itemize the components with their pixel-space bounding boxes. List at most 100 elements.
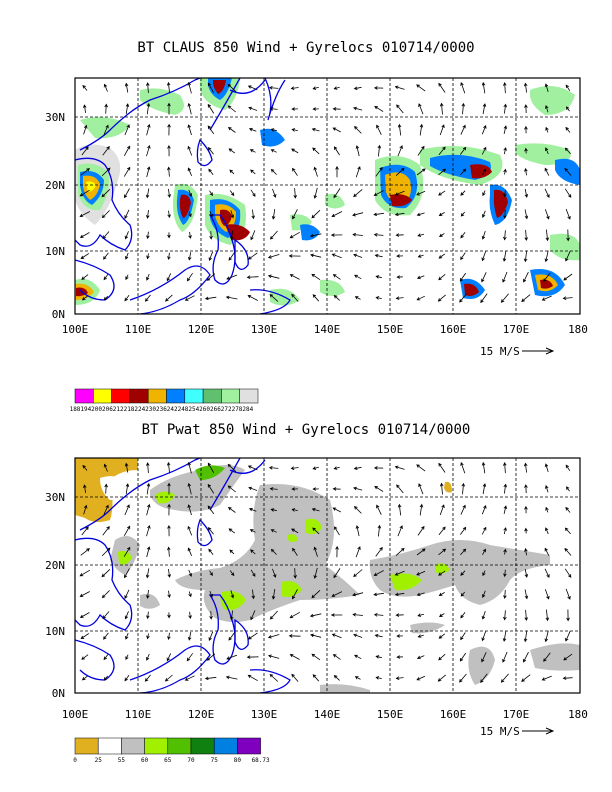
wind-arrow — [146, 253, 150, 260]
wind-arrow — [81, 274, 89, 280]
wind-arrow — [309, 233, 322, 238]
colorbar-swatch — [74, 388, 94, 404]
wind-arrow — [79, 232, 90, 238]
wind-arrow — [396, 104, 404, 114]
panel1-lat-0n: 0N — [52, 308, 65, 321]
wind-arrow — [397, 525, 403, 537]
wind-arrow — [101, 210, 110, 219]
wind-arrow — [228, 148, 236, 154]
wind-arrow — [461, 482, 466, 495]
panel2-vector-label: 15 M/S — [480, 725, 520, 738]
panel1-lon-170e: 170E — [503, 323, 530, 336]
wind-arrow — [267, 254, 280, 259]
wind-arrow — [503, 189, 507, 198]
wind-arrow — [312, 86, 319, 90]
wind-arrow — [269, 294, 279, 302]
colorbar-swatch — [184, 388, 204, 404]
wind-arrow — [376, 504, 382, 515]
wind-arrow — [311, 273, 321, 281]
wind-arrow — [103, 295, 108, 301]
wind-arrow — [103, 504, 109, 515]
wind-arrow — [354, 676, 361, 680]
colorbar-label: 70 — [187, 757, 195, 764]
wind-arrow — [331, 633, 342, 639]
wind-arrow — [146, 503, 151, 516]
wind-arrow — [333, 188, 341, 199]
wind-arrow — [352, 592, 364, 597]
wind-arrow — [125, 483, 130, 495]
wind-arrow — [146, 546, 151, 558]
wind-arrow — [481, 652, 487, 663]
wind-arrow — [184, 675, 195, 681]
wind-arrow — [269, 610, 278, 620]
wind-arrow — [482, 483, 487, 495]
wind-arrow — [438, 653, 446, 661]
wind-arrow — [374, 634, 383, 638]
wind-arrow — [565, 506, 571, 513]
wind-arrow — [330, 233, 343, 237]
wind-arrow — [331, 211, 343, 217]
wind-arrow — [250, 569, 256, 577]
wind-arrow — [229, 169, 235, 175]
wind-arrow — [481, 251, 486, 262]
wind-arrow — [125, 632, 129, 640]
wind-arrow — [394, 212, 405, 217]
wind-arrow — [461, 102, 466, 115]
wind-arrow — [146, 633, 150, 640]
wind-arrow — [503, 483, 508, 494]
colorbar-swatch — [166, 388, 186, 404]
wind-arrow — [503, 125, 508, 134]
wind-arrow — [438, 526, 446, 536]
wind-arrow — [544, 630, 549, 643]
wind-arrow — [208, 631, 214, 641]
wind-arrow — [562, 676, 573, 680]
panel2-lat-10n: 10N — [45, 625, 65, 638]
wind-arrow — [460, 252, 466, 261]
wind-arrow — [482, 590, 486, 598]
wind-arrow — [146, 611, 150, 620]
panel1-lon-130e: 130E — [251, 323, 278, 336]
wind-arrow — [481, 461, 486, 474]
wind-arrow — [417, 634, 424, 638]
wind-arrow — [146, 653, 150, 661]
wind-arrow — [250, 169, 256, 175]
colorbar-swatch — [190, 737, 215, 755]
wind-arrow — [246, 275, 259, 279]
wind-arrow — [460, 504, 466, 515]
wind-arrow — [394, 465, 405, 470]
wind-arrow — [228, 251, 236, 261]
wind-arrow — [566, 486, 570, 492]
panel1-lat-20n: 20N — [45, 179, 65, 192]
wind-arrow — [146, 462, 150, 474]
wind-arrow — [437, 294, 446, 302]
wind-arrow — [563, 653, 573, 661]
panel2-lat-0n: 0N — [52, 687, 65, 700]
wind-arrow — [248, 106, 258, 111]
wind-arrow — [333, 568, 341, 579]
wind-arrow — [291, 673, 299, 682]
wind-arrow — [226, 654, 238, 660]
wind-arrow — [167, 232, 171, 239]
wind-arrow — [564, 568, 572, 578]
wind-arrow — [355, 145, 360, 157]
wind-arrow — [565, 126, 571, 133]
wind-arrow — [545, 527, 549, 535]
wind-arrow — [333, 146, 340, 156]
wind-arrow — [521, 294, 531, 302]
wind-arrow — [101, 167, 111, 177]
wind-arrow — [270, 168, 277, 175]
wind-arrow — [545, 126, 549, 133]
wind-arrow — [544, 188, 550, 198]
wind-arrow — [353, 253, 363, 258]
colorbar-label: 75 — [211, 757, 219, 764]
wind-arrow — [482, 210, 486, 218]
wind-arrow — [167, 210, 171, 219]
colorbar-swatch — [147, 388, 167, 404]
wind-arrow — [503, 82, 507, 94]
wind-arrow — [103, 124, 109, 135]
colorbar-label: 194 — [80, 406, 91, 413]
wind-arrow — [482, 570, 486, 577]
wind-arrow — [397, 123, 402, 136]
wind-arrow — [524, 547, 528, 556]
wind-arrow — [83, 504, 88, 515]
